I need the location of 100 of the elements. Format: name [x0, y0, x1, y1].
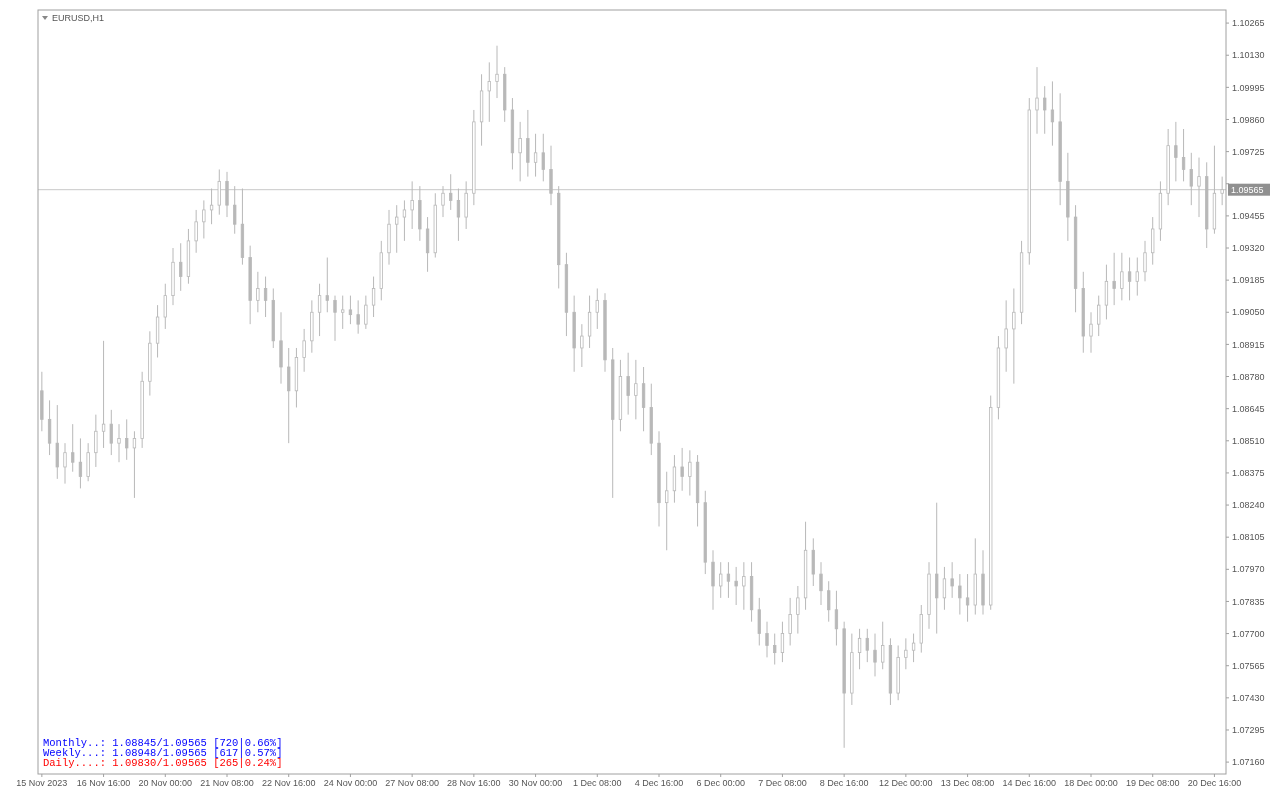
candlestick — [179, 242, 183, 292]
candlestick — [325, 257, 329, 313]
candlestick — [317, 283, 322, 337]
candlestick — [634, 359, 638, 420]
candlestick — [441, 185, 445, 218]
candlestick — [796, 585, 800, 635]
candlestick — [341, 295, 345, 330]
y-tick-label: 1.08510 — [1232, 435, 1265, 446]
candlestick — [1197, 157, 1201, 218]
candlestick — [765, 621, 769, 658]
candlestick — [680, 447, 684, 492]
candlestick — [734, 566, 738, 606]
y-tick-label: 1.08375 — [1232, 468, 1265, 479]
candlestick — [410, 180, 414, 230]
candlestick — [1174, 121, 1178, 182]
candlestick — [1043, 85, 1047, 135]
candlestick — [780, 621, 785, 663]
y-tick-label: 1.08645 — [1232, 403, 1265, 414]
candlestick — [225, 171, 229, 218]
candlestick — [78, 437, 83, 489]
x-tick-label: 8 Dec 16:00 — [819, 778, 869, 788]
x-tick-label: 16 Nov 16:00 — [76, 778, 131, 788]
y-tick-label: 1.10130 — [1232, 50, 1265, 61]
candlestick — [726, 561, 731, 599]
candlestick — [857, 628, 862, 670]
candlestick — [834, 590, 839, 646]
annotation: Monthly..: 1.08845/1.09565 [720|0.66%] — [43, 737, 283, 749]
x-tick-label: 15 Nov 2023 — [16, 778, 68, 788]
candlestick — [935, 502, 939, 635]
candlestick — [1135, 257, 1139, 297]
candlestick — [942, 566, 947, 611]
candlestick — [55, 404, 59, 480]
y-tick-label: 1.07565 — [1232, 660, 1265, 671]
annotation: Weekly...: 1.08948/1.09565 [617|0.57%] — [43, 747, 283, 759]
candlestick — [1189, 152, 1193, 206]
candlestick — [63, 442, 67, 485]
candlestick — [587, 295, 592, 349]
candlestick — [1097, 295, 1101, 337]
candlestick — [1143, 240, 1147, 282]
y-tick-label: 1.09320 — [1232, 243, 1265, 254]
candlestick — [1004, 299, 1008, 373]
candlestick — [1112, 252, 1116, 306]
x-tick-label: 13 Dec 08:00 — [940, 778, 995, 788]
candlestick — [526, 109, 530, 178]
candlestick — [495, 45, 499, 99]
candlestick — [395, 204, 399, 254]
candlestick — [333, 295, 337, 342]
y-tick-label: 1.08105 — [1232, 532, 1265, 543]
x-tick-label: 18 Dec 00:00 — [1064, 778, 1118, 788]
x-tick-label: 28 Nov 16:00 — [447, 778, 501, 788]
candlestick — [965, 573, 970, 623]
y-tick-label: 1.08915 — [1232, 339, 1265, 350]
candlestick — [132, 430, 137, 499]
candlestick — [456, 188, 461, 242]
candlestick — [233, 185, 237, 235]
y-tick-label: 1.07700 — [1232, 628, 1265, 639]
candlestick — [356, 299, 360, 335]
candlestick — [71, 423, 75, 473]
chart-title: EURUSD,H1 — [52, 13, 105, 23]
candlestick — [688, 449, 692, 497]
candlestick — [827, 580, 831, 623]
candlestick — [541, 133, 545, 182]
candlestick — [1127, 257, 1132, 301]
candlestick — [641, 366, 646, 432]
y-tick-label: 1.07430 — [1232, 692, 1265, 703]
candlestick — [881, 621, 885, 670]
candlestick — [1089, 311, 1093, 354]
candlestick — [202, 199, 206, 239]
candlestick — [518, 121, 522, 182]
candlestick — [873, 633, 877, 677]
candlestick — [595, 287, 599, 330]
x-tick-label: 24 Nov 00:00 — [323, 778, 378, 788]
candlestick — [950, 561, 954, 599]
candlestick — [1035, 66, 1039, 135]
y-tick-label: 1.09455 — [1232, 211, 1265, 222]
candlestick — [209, 188, 214, 225]
candlestick — [47, 399, 52, 456]
x-tick-label: 22 Nov 16:00 — [261, 778, 316, 788]
candlestick — [1220, 176, 1224, 206]
candlestick — [911, 633, 916, 663]
x-tick-label: 30 Nov 00:00 — [508, 778, 563, 788]
candlestick — [580, 323, 584, 368]
candlestick — [86, 442, 90, 482]
x-tick-label: 4 Dec 16:00 — [634, 778, 684, 788]
candlestick — [163, 283, 167, 330]
candlestick — [263, 276, 268, 318]
y-tick-label: 1.09725 — [1232, 146, 1265, 157]
candlestick — [194, 209, 198, 254]
x-tick-label: 12 Dec 00:00 — [879, 778, 933, 788]
candlestick — [287, 347, 291, 444]
candlestick — [757, 597, 761, 646]
y-tick-label: 1.09995 — [1232, 82, 1265, 93]
annotation: Daily....: 1.09830/1.09565 [265|0.24%] — [43, 757, 283, 769]
candlestick — [1151, 216, 1155, 266]
x-tick-label: 19 Dec 08:00 — [1125, 778, 1180, 788]
candlestick — [256, 271, 260, 313]
x-tick-label: 7 Dec 08:00 — [758, 778, 807, 788]
ref-line-label: 1.09565 — [1231, 184, 1264, 195]
candlestick — [109, 409, 113, 456]
candlestick — [811, 537, 815, 587]
